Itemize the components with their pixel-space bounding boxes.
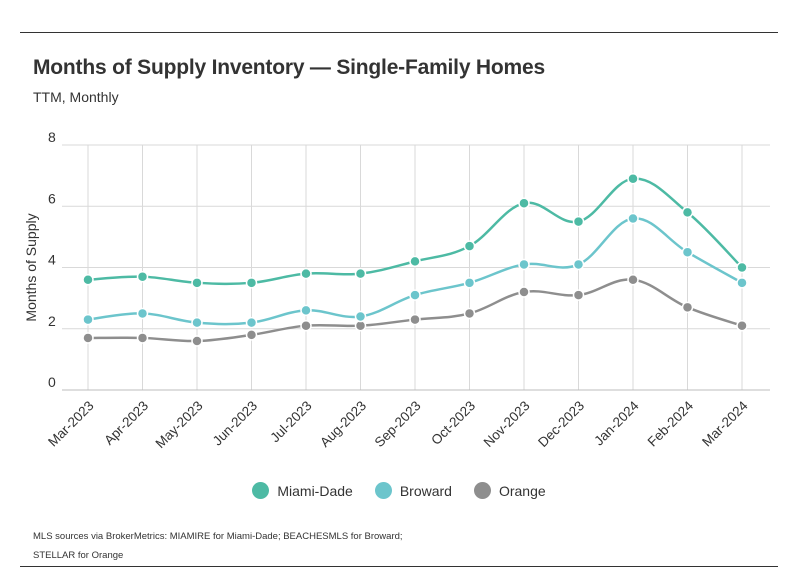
x-tick-label-12: Mar-2024 <box>699 398 751 450</box>
data-point-broward-5 <box>354 310 367 323</box>
data-point-broward-8 <box>518 258 530 271</box>
x-tick-label-1: Apr-2023 <box>101 398 151 448</box>
x-tick-label-9: Dec-2023 <box>535 398 587 450</box>
data-point-orange-7 <box>463 307 476 320</box>
y-tick-label-8: 8 <box>48 129 56 145</box>
data-point-broward-6 <box>409 289 421 301</box>
data-point-miami-dade-6 <box>409 255 421 268</box>
data-point-broward-11 <box>681 246 694 258</box>
data-point-miami-dade-1 <box>136 270 149 283</box>
data-point-orange-6 <box>409 313 421 326</box>
data-point-broward-12 <box>736 277 748 289</box>
data-point-miami-dade-12 <box>736 261 748 274</box>
x-tick-label-11: Feb-2024 <box>645 398 697 450</box>
data-point-orange-11 <box>681 301 694 314</box>
chart-title: Months of Supply Inventory — Single-Fami… <box>33 56 545 79</box>
x-tick-label-4: Jul-2023 <box>267 398 314 445</box>
data-point-orange-0 <box>82 332 94 344</box>
data-point-broward-1 <box>136 307 149 320</box>
top-rule <box>20 32 778 33</box>
data-point-miami-dade-2 <box>191 277 203 289</box>
y-axis-label: Months of Supply <box>23 213 39 321</box>
y-tick-label-4: 4 <box>48 252 56 268</box>
data-point-miami-dade-5 <box>354 267 367 280</box>
data-point-miami-dade-0 <box>82 274 94 286</box>
data-point-miami-dade-3 <box>245 277 258 289</box>
source-line-2: STELLAR for Orange <box>33 550 124 561</box>
legend-item-orange[interactable]: Orange <box>473 482 546 499</box>
legend-item-miami-dade[interactable]: Miami-Dade <box>252 482 353 499</box>
legend-label-orange: Orange <box>498 482 546 499</box>
source-note: MLS sources via BrokerMetrics: MIAMIRE f… <box>33 527 533 565</box>
data-point-miami-dade-8 <box>518 197 530 209</box>
chart-legend: Miami-Dade Broward Orange <box>0 482 798 499</box>
x-tick-label-0: Mar-2023 <box>45 398 96 449</box>
data-point-miami-dade-9 <box>572 215 585 228</box>
x-tick-label-2: May-2023 <box>153 398 206 451</box>
data-point-orange-10 <box>627 274 639 286</box>
data-point-miami-dade-10 <box>627 172 639 185</box>
data-point-broward-7 <box>463 277 476 289</box>
data-point-broward-0 <box>82 313 94 326</box>
legend-marker-broward <box>374 482 392 499</box>
data-point-miami-dade-11 <box>681 206 694 219</box>
bottom-rule <box>20 566 778 567</box>
data-point-orange-4 <box>300 319 312 332</box>
y-tick-label-2: 2 <box>48 313 56 329</box>
x-tick-label-6: Sep-2023 <box>372 398 424 450</box>
data-point-broward-4 <box>300 304 312 317</box>
legend-marker-orange <box>473 482 491 499</box>
chart-subtitle: TTM, Monthly <box>33 89 119 105</box>
y-tick-label-6: 6 <box>48 190 56 206</box>
data-point-orange-3 <box>245 329 258 341</box>
data-point-broward-2 <box>191 316 203 329</box>
x-tick-label-3: Jun-2023 <box>210 398 260 448</box>
data-point-orange-8 <box>518 286 530 298</box>
data-point-broward-3 <box>245 316 258 329</box>
line-chart: 0 2 4 6 8 Months of Supply Mar-2023 Apr-2023 May… <box>23 129 770 451</box>
source-line-1: MLS sources via BrokerMetrics: MIAMIRE f… <box>33 531 403 542</box>
legend-label-broward: Broward <box>399 482 452 499</box>
legend-label-miami-dade: Miami-Dade <box>277 482 353 499</box>
data-point-orange-9 <box>572 289 585 301</box>
data-point-miami-dade-7 <box>463 240 476 252</box>
legend-item-broward[interactable]: Broward <box>374 482 452 499</box>
data-point-broward-9 <box>572 258 585 271</box>
data-point-miami-dade-4 <box>300 267 312 280</box>
x-tick-label-10: Jan-2024 <box>591 398 642 449</box>
data-point-orange-12 <box>736 319 748 332</box>
data-point-broward-10 <box>627 212 639 225</box>
x-tick-label-7: Oct-2023 <box>428 398 478 448</box>
data-point-orange-2 <box>191 335 203 347</box>
y-tick-label-0: 0 <box>48 374 56 390</box>
legend-marker-miami-dade <box>252 482 270 499</box>
data-point-orange-1 <box>136 332 149 344</box>
x-tick-label-5: Aug-2023 <box>317 398 369 450</box>
x-tick-label-8: Nov-2023 <box>481 398 533 450</box>
